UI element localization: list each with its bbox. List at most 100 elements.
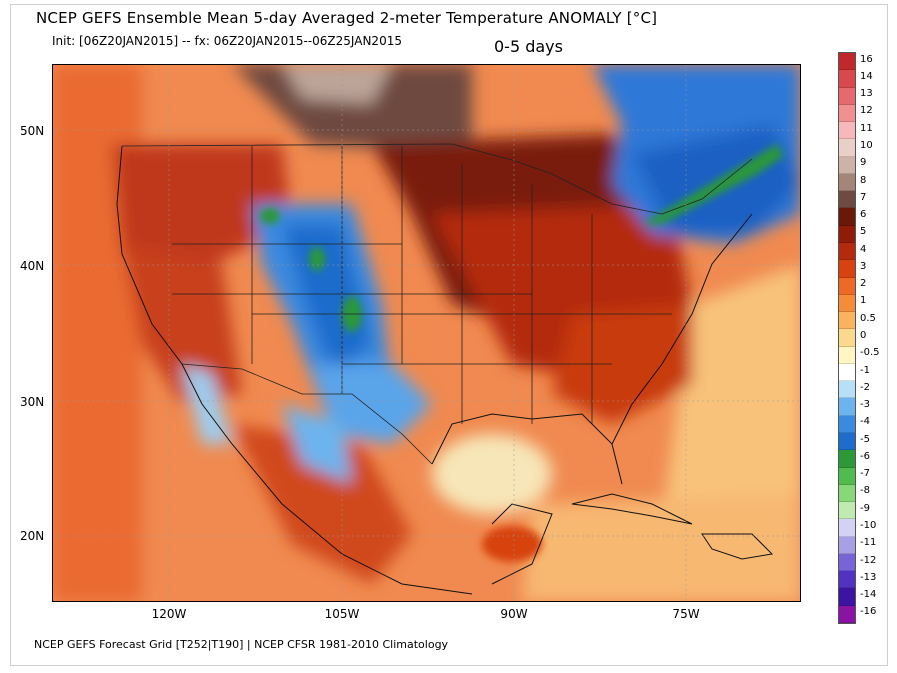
colorbar-swatch bbox=[839, 605, 855, 623]
gulf-coast bbox=[431, 213, 753, 485]
colorbar-label: -4 bbox=[860, 416, 870, 428]
hispaniola bbox=[701, 533, 774, 560]
caribbean-mild-area bbox=[522, 494, 801, 602]
california-red bbox=[122, 244, 242, 404]
colorbar-label: -0.5 bbox=[860, 347, 880, 359]
colorbar-swatch bbox=[839, 104, 855, 123]
canada-brown-area bbox=[232, 64, 472, 154]
colorbar-swatch bbox=[839, 260, 855, 278]
colorbar-swatch bbox=[839, 346, 855, 364]
colorbar-label: 13 bbox=[860, 88, 873, 100]
colorbar-label: 5 bbox=[860, 226, 867, 238]
map-border bbox=[52, 64, 801, 602]
colorbar-label: 8 bbox=[860, 174, 867, 186]
colorbar-swatch bbox=[839, 312, 855, 330]
canada-pinkish-area bbox=[282, 64, 392, 104]
colorbar-swatch bbox=[839, 571, 855, 589]
mexico-red bbox=[232, 424, 412, 584]
colorbar-swatch bbox=[839, 156, 855, 174]
lat-tick-20n: 20N bbox=[20, 529, 45, 543]
rockies-cold-core bbox=[282, 224, 372, 374]
colorbar-label: 3 bbox=[860, 260, 867, 272]
colorbar-label: -16 bbox=[860, 606, 877, 618]
colorbar-legend bbox=[838, 52, 856, 624]
colorbar-swatch bbox=[839, 122, 855, 140]
colorbar-swatch bbox=[839, 398, 855, 416]
colorbar-label: 6 bbox=[860, 209, 867, 221]
colorbar-swatch bbox=[839, 536, 855, 554]
us-canada-border bbox=[121, 143, 753, 215]
colorbar-swatch bbox=[839, 450, 855, 468]
forecast-period-label: 0-5 days bbox=[494, 37, 563, 56]
colorbar-label: 12 bbox=[860, 105, 873, 117]
colorbar-label: -8 bbox=[860, 485, 870, 497]
colorbar-swatch bbox=[839, 70, 855, 88]
gulf-cool-area bbox=[432, 434, 552, 514]
colorbar-label: -14 bbox=[860, 589, 877, 601]
colorbar-swatch bbox=[839, 467, 855, 485]
colorbar-swatch bbox=[839, 277, 855, 295]
yucatan-coast bbox=[491, 503, 553, 585]
colorbar-label: 16 bbox=[860, 53, 873, 65]
colorbar-swatch bbox=[839, 502, 855, 520]
colorbar-swatch bbox=[839, 173, 855, 192]
colorbar-label: 0.5 bbox=[860, 312, 876, 324]
colorbar-label: 0 bbox=[860, 330, 867, 341]
lon-tick-105w: 105W bbox=[324, 607, 360, 621]
colorbar-label: 10 bbox=[860, 140, 873, 151]
colorbar-swatch bbox=[839, 553, 855, 572]
colorbar-label: -7 bbox=[860, 468, 870, 480]
us-mexico-border bbox=[181, 363, 433, 465]
colorbar-swatch bbox=[839, 191, 855, 209]
lat-tick-30n: 30N bbox=[20, 395, 45, 409]
colorbar-swatch bbox=[839, 208, 855, 226]
colorbar-label: 2 bbox=[860, 278, 867, 290]
green-spot-colorado bbox=[309, 247, 325, 271]
west-coast bbox=[116, 145, 473, 595]
colorbar-swatch bbox=[839, 294, 855, 313]
colorbar-label: -6 bbox=[860, 450, 870, 462]
southeast-red bbox=[552, 304, 692, 424]
colorbar-label: -1 bbox=[860, 364, 870, 376]
lon-tick-120w: 120W bbox=[151, 607, 187, 621]
colorbar-swatch bbox=[839, 381, 855, 399]
colorbar-swatch bbox=[839, 484, 855, 503]
coastlines bbox=[116, 145, 774, 595]
colorbar-label: -10 bbox=[860, 520, 877, 531]
colorbar-label: 4 bbox=[860, 243, 867, 255]
colorbar-swatch bbox=[839, 329, 855, 347]
colorbar-swatch bbox=[839, 87, 855, 105]
map-title: NCEP GEFS Ensemble Mean 5-day Averaged 2… bbox=[36, 9, 658, 27]
green-spot-wyoming bbox=[260, 208, 280, 224]
colorbar-label: -11 bbox=[860, 537, 877, 549]
colorbar-label: -3 bbox=[860, 399, 870, 411]
lat-tick-50n: 50N bbox=[20, 124, 45, 138]
colorbar-swatch bbox=[839, 519, 855, 537]
colorbar-label: -5 bbox=[860, 433, 870, 445]
colorbar-label: -12 bbox=[860, 554, 877, 566]
colorbar-label: 14 bbox=[860, 70, 873, 82]
green-band-quebec bbox=[642, 144, 784, 224]
colorbar-label: -13 bbox=[860, 571, 877, 583]
colorbar-swatch bbox=[839, 53, 855, 71]
lon-tick-90w: 90W bbox=[500, 607, 528, 621]
colorbar-label: 9 bbox=[860, 157, 867, 169]
colorbar-swatch bbox=[839, 243, 855, 261]
baja-cool bbox=[182, 364, 232, 444]
red-patch-yucatan bbox=[482, 526, 542, 562]
colorbar-swatch bbox=[839, 588, 855, 606]
colorbar-label: -2 bbox=[860, 381, 870, 393]
forecast-init-subtitle: Init: [06Z20JAN2015] -- fx: 06Z20JAN2015… bbox=[52, 34, 402, 48]
source-footer: NCEP GEFS Forecast Grid [T252|T190] | NC… bbox=[34, 638, 449, 651]
lat-tick-40n: 40N bbox=[20, 259, 45, 273]
colorbar-label: 7 bbox=[860, 191, 867, 203]
colorbar-swatch bbox=[839, 433, 855, 451]
colorbar-swatch bbox=[839, 139, 855, 157]
colorbar-swatch bbox=[839, 363, 855, 382]
colorbar-swatch bbox=[839, 415, 855, 433]
colorbar-label: 1 bbox=[860, 295, 867, 307]
mexico-cool bbox=[282, 404, 352, 484]
temperature-anomaly-map bbox=[52, 64, 801, 602]
lon-tick-75w: 75W bbox=[672, 607, 700, 621]
colorbar-swatch bbox=[839, 225, 855, 243]
